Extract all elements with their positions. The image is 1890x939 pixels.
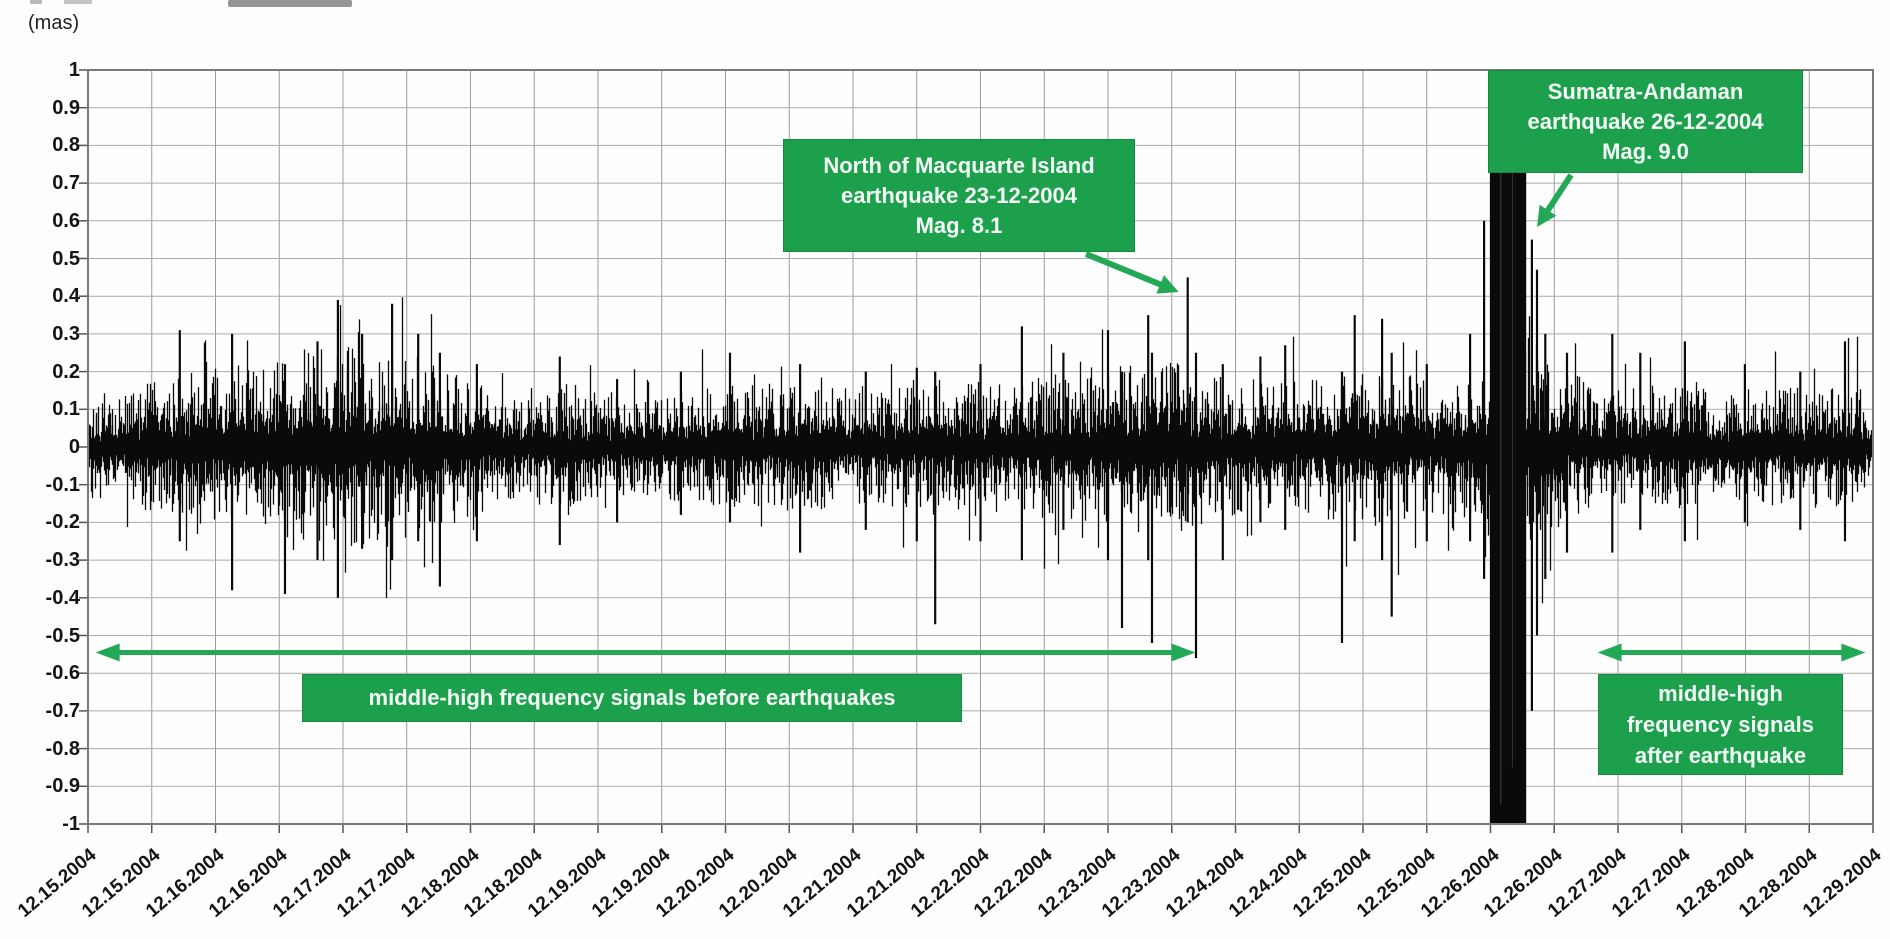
earthquake-saturation-band [1489, 70, 1527, 824]
y-tick-label: 0 [68, 436, 80, 458]
y-tick-label: 0.7 [52, 172, 80, 195]
cropped-title-artifact [64, 0, 92, 4]
signal-spikes [178, 220, 1847, 711]
y-tick-label: -0.7 [45, 699, 80, 722]
y-tick-label: 0.4 [52, 285, 80, 308]
y-tick-label: 0.6 [52, 209, 80, 232]
macquarie-earthquake-annotation-box: North of Macquarte Island earthquake 23-… [783, 139, 1135, 252]
y-tick-label: -1 [62, 813, 80, 835]
sumatra-callout-arrow [1537, 173, 1574, 227]
before-earthquakes-range-arrow [95, 643, 1196, 662]
y-tick-label: 0.8 [52, 134, 80, 157]
sumatra-earthquake-annotation-box: Sumatra-Andaman earthquake 26-12-2004 Ma… [1488, 70, 1803, 173]
macquarie-callout-arrow [1084, 251, 1179, 294]
cropped-title-artifact [30, 0, 42, 4]
y-tick-label: 0.3 [52, 322, 80, 345]
after-earthquake-annotation-box: middle-high frequency signals after eart… [1598, 674, 1843, 775]
y-tick-label: 0.2 [52, 360, 80, 383]
y-tick-label: -0.1 [45, 473, 80, 496]
y-tick-label: 0.5 [52, 247, 80, 270]
plot-border [87, 69, 1874, 825]
y-tick-label: -0.8 [45, 737, 80, 760]
y-tick-label: -0.2 [45, 511, 80, 534]
y-tick-label: -0.6 [45, 662, 80, 685]
cropped-title-artifact [228, 0, 352, 7]
y-tick-label: -0.9 [45, 775, 80, 798]
signal-trace [88, 220, 1873, 711]
y-tick-label: -0.3 [45, 549, 80, 572]
y-tick-label: 0.1 [52, 398, 80, 421]
before-earthquakes-annotation-box: middle-high frequency signals before ear… [302, 674, 962, 722]
y-axis-unit-label: (mas) [28, 12, 80, 34]
y-tick-label: -0.4 [45, 586, 80, 609]
after-earthquake-range-arrow [1597, 643, 1866, 662]
y-tick-label: 0.9 [52, 96, 80, 119]
y-tick-label: -0.5 [45, 624, 80, 647]
axis-ticks [79, 69, 1874, 833]
y-tick-label: 1 [68, 59, 80, 81]
